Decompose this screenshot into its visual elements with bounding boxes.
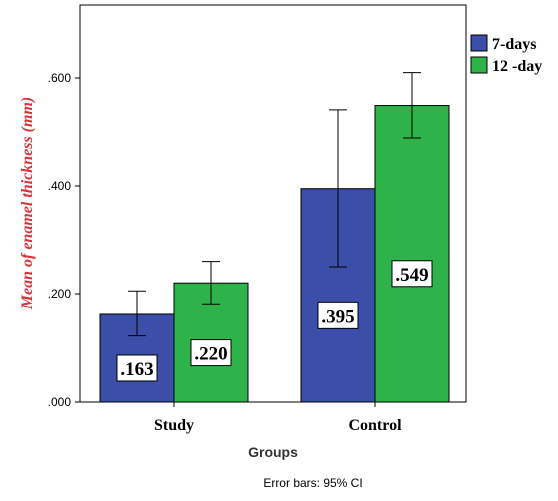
legend-swatch [470,56,488,74]
legend: 7-days 12 -day [470,34,542,75]
x-axis-title: Groups [248,444,298,460]
y-tick-label: .400 [48,179,72,193]
x-axis: Study Control [154,402,402,434]
svg-text:.163: .163 [120,359,153,380]
data-label: .395 [317,301,359,329]
error-bar [202,261,220,305]
y-axis: .000 .200 .400 .600 [48,71,80,409]
y-tick-label: .000 [48,395,72,409]
bars-layer: .163 .220 .395 .549 [99,72,450,403]
error-bar [128,290,146,337]
svg-text:.395: .395 [321,306,354,327]
error-bar [403,72,421,139]
legend-label: 12 -day [492,58,542,75]
data-label: .549 [391,260,433,288]
svg-text:.220: .220 [194,344,227,365]
y-tick-label: .600 [48,71,72,85]
x-tick-label: Control [348,417,402,434]
x-tick-label: Study [154,417,194,434]
error-bar-footnote: Error bars: 95% CI [263,476,362,490]
legend-item: 12 -day [470,56,542,75]
data-label: .163 [116,354,158,382]
legend-item: 7-days [470,34,536,53]
legend-swatch [470,34,488,52]
svg-text:.549: .549 [395,265,428,286]
error-bar [329,109,347,268]
y-axis-title: Mean of enamel thickness (mm) [19,97,36,310]
y-tick-label: .200 [48,287,72,301]
data-label: .220 [190,339,232,367]
legend-label: 7-days [492,36,536,53]
bar [374,105,450,403]
